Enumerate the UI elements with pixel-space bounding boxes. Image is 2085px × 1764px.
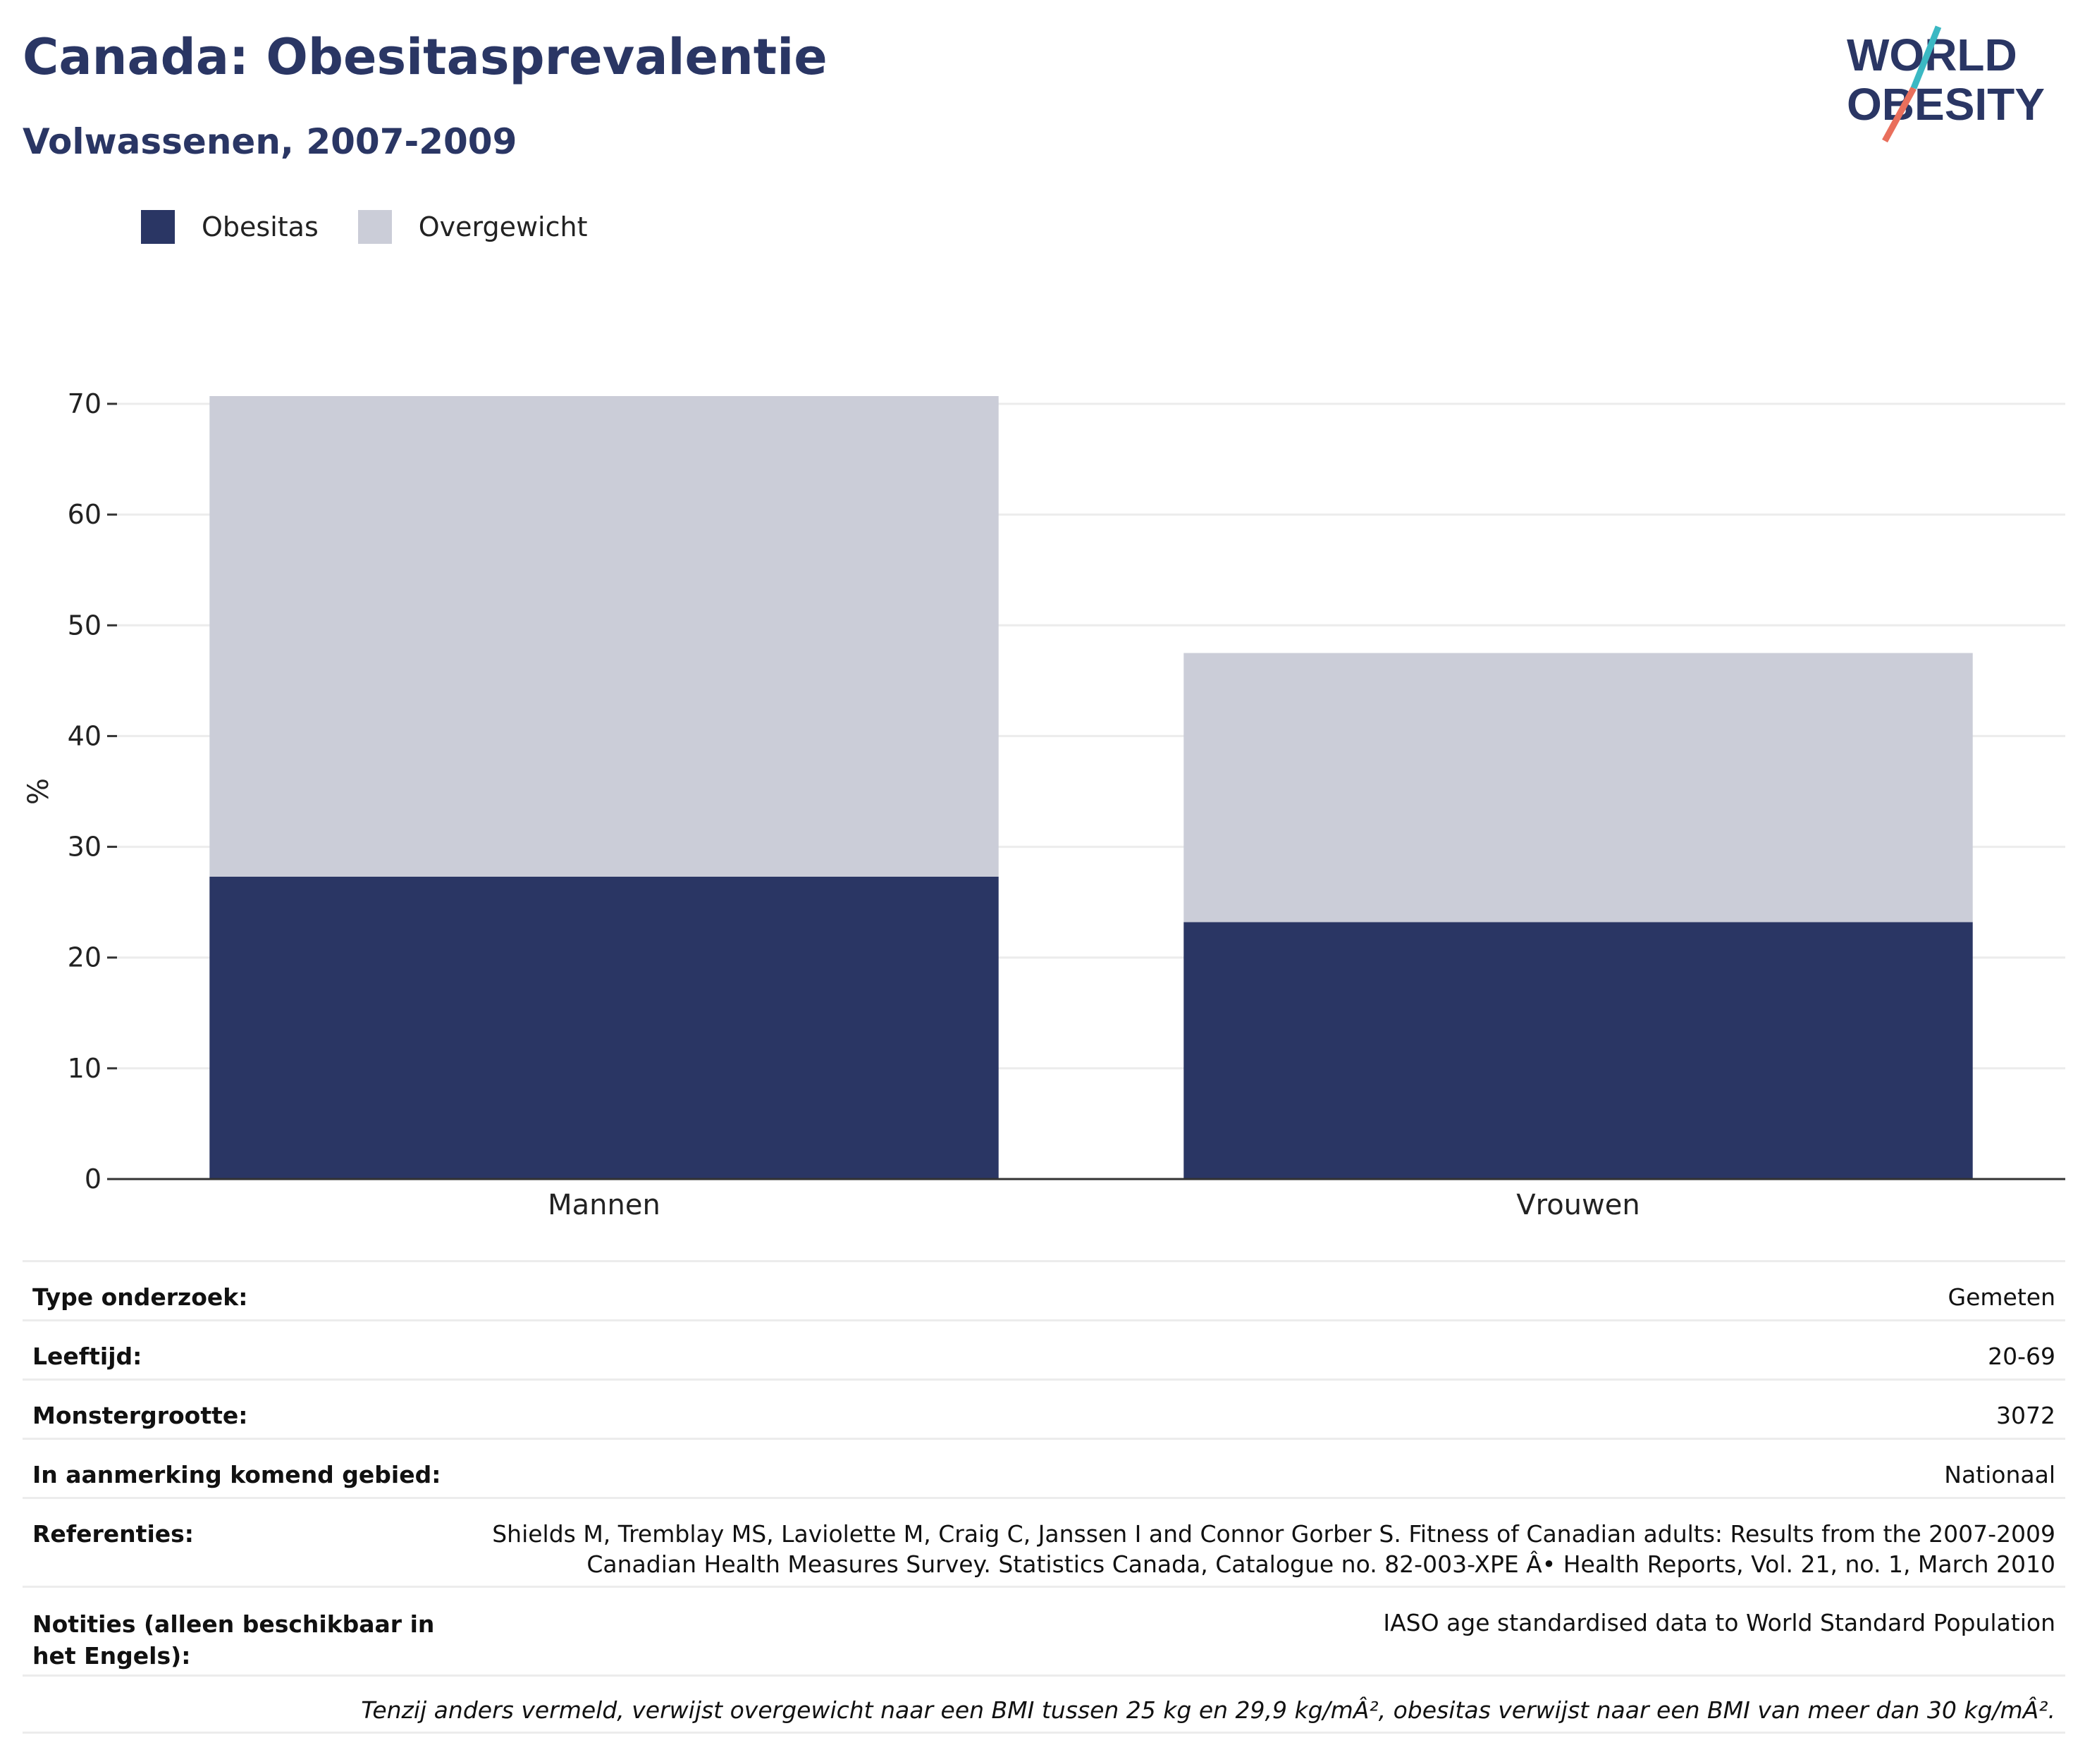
legend-label-obesitas: Obesitas <box>202 211 319 242</box>
legend-swatch-overgewicht <box>357 210 392 244</box>
bar-overgewicht-mannen <box>209 396 999 877</box>
info-row-notes: Notities (alleen beschikbaar in het Enge… <box>23 1586 2065 1674</box>
info-row-area: In aanmerking komend gebied: Nationaal <box>23 1438 2065 1497</box>
info-key: Notities (alleen beschikbaar in het Enge… <box>32 1610 435 1670</box>
bar-obesitas-vrouwen <box>1183 922 1973 1179</box>
info-row-sample: Monstergrootte: 3072 <box>23 1378 2065 1438</box>
info-value: Gemeten <box>1948 1283 2055 1311</box>
info-table: Type onderzoek: Gemeten Leeftijd: 20-69 … <box>23 1260 2065 1734</box>
bar-overgewicht-vrouwen <box>1183 653 1973 923</box>
legend-swatch-obesitas <box>141 210 175 244</box>
x-tick-label: Vrouwen <box>1516 1189 1640 1221</box>
info-key: Type onderzoek: <box>32 1283 248 1311</box>
y-tick-label: 70 <box>68 388 102 419</box>
bar-obesitas-mannen <box>209 877 999 1179</box>
info-value: Nationaal <box>1944 1461 2055 1488</box>
info-value: 20-69 <box>1988 1343 2055 1370</box>
footnote: Tenzij anders vermeld, verwijst overgewi… <box>23 1674 2065 1734</box>
y-tick-label: 30 <box>68 832 102 863</box>
logo-slash-coral <box>1882 86 1917 143</box>
page-subtitle: Volwassenen, 2007-2009 <box>23 121 517 162</box>
logo-line2: OBESITY <box>1847 79 2045 130</box>
y-tick-label: 60 <box>68 499 102 530</box>
info-key: Leeftijd: <box>32 1343 142 1370</box>
y-tick-label: 0 <box>85 1164 102 1195</box>
info-value: Shields M, Tremblay MS, Laviolette M, Cr… <box>492 1520 2055 1586</box>
reference-line: Canadian Health Measures Survey. Statist… <box>586 1550 2055 1578</box>
info-value: IASO age standardised data to World Stan… <box>1383 1609 2055 1636</box>
x-tick-label: Mannen <box>548 1189 660 1221</box>
legend-label-overgewicht: Overgewicht <box>418 211 588 242</box>
y-tick-label: 20 <box>68 942 102 973</box>
y-tick-label: 40 <box>68 720 102 751</box>
logo-slash-teal <box>1910 25 1942 90</box>
y-axis-label: % <box>23 778 55 805</box>
page-title: Canada: Obesitasprevalentie <box>23 28 828 86</box>
y-tick-label: 10 <box>68 1053 102 1084</box>
world-obesity-logo: WORLD OBESITY <box>1847 25 2045 143</box>
info-value: 3072 <box>1996 1402 2055 1429</box>
stacked-bar-chart: 0 10 20 30 40 50 60 70% Mannen Vrouwen <box>23 388 2065 1221</box>
info-row-age: Leeftijd: 20-69 <box>23 1319 2065 1378</box>
info-row-references: Referenties: Shields M, Tremblay MS, Lav… <box>23 1497 2065 1586</box>
info-key: Monstergrootte: <box>32 1402 248 1429</box>
info-key: Referenties: <box>32 1520 194 1548</box>
y-tick-label: 50 <box>68 610 102 641</box>
info-key: In aanmerking komend gebied: <box>32 1461 441 1488</box>
info-row-type: Type onderzoek: Gemeten <box>23 1260 2065 1319</box>
reference-line: Shields M, Tremblay MS, Laviolette M, Cr… <box>492 1520 2055 1548</box>
chart-legend: Obesitas Overgewicht <box>141 210 627 244</box>
